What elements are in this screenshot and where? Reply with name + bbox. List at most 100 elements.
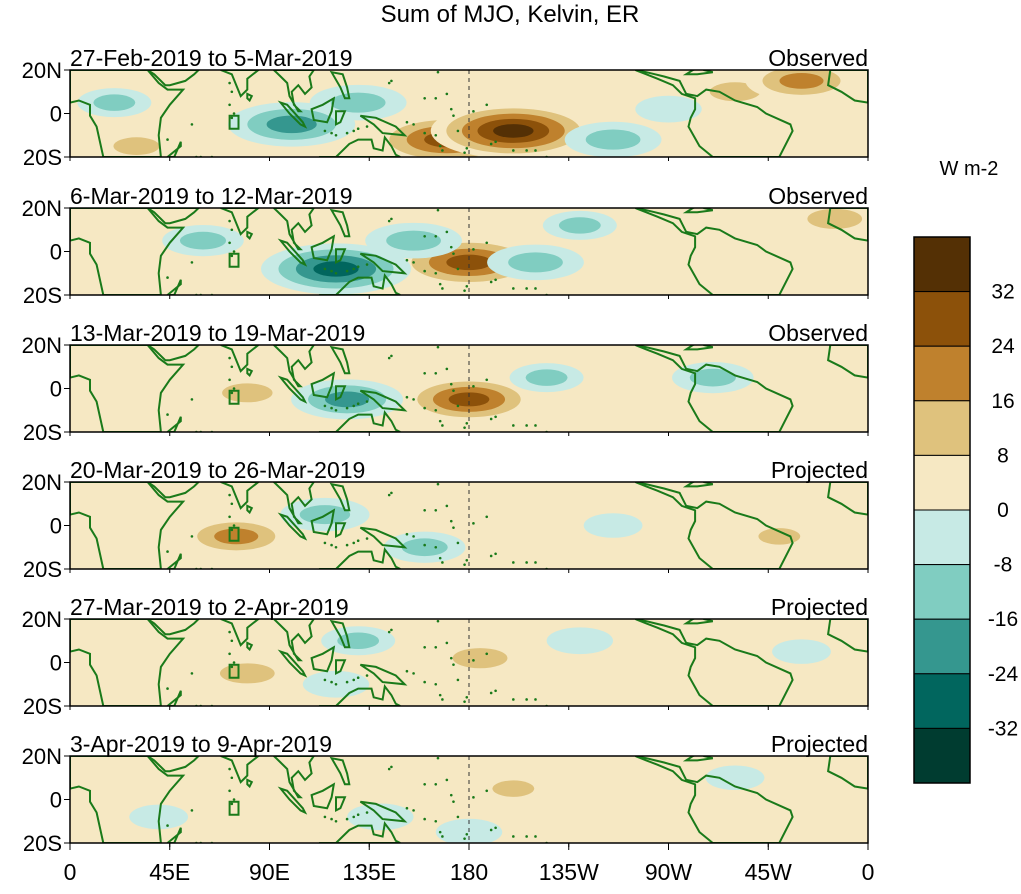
land-outline (277, 375, 308, 404)
land-outline (634, 208, 794, 295)
land-outline (272, 208, 316, 251)
island-dot (352, 267, 356, 271)
y-tick-label: 20S (23, 145, 62, 170)
panel-date-range: 27-Mar-2019 to 2-Apr-2019 (70, 594, 349, 620)
island-dot (330, 817, 333, 821)
island-dot (230, 639, 234, 643)
land-outline (827, 70, 868, 104)
island-dot (405, 258, 409, 262)
island-dot (465, 422, 469, 425)
island-dot (525, 424, 528, 427)
land-outline (359, 663, 408, 686)
land-outline (272, 70, 316, 113)
island-dot (423, 234, 426, 238)
anomaly-contour (266, 115, 317, 134)
land-outline (318, 272, 401, 295)
island-dot (445, 92, 449, 96)
island-dot (228, 81, 231, 85)
island-dot (405, 395, 409, 399)
island-dot (323, 129, 327, 133)
island-dot (485, 241, 489, 245)
land-outline (318, 409, 401, 432)
land-outline (272, 482, 316, 525)
island-dot (423, 508, 426, 512)
colorbar-tick-label: 24 (991, 335, 1015, 358)
island-dot (232, 661, 236, 664)
island-dot (456, 267, 460, 271)
island-dot (449, 107, 453, 111)
land-outline (272, 619, 316, 662)
island-dot (512, 698, 515, 701)
island-dot (330, 269, 333, 273)
island-dot (334, 819, 338, 823)
island-dot (525, 698, 528, 701)
island-dot (463, 837, 466, 840)
island-dot (472, 796, 475, 799)
island-dot (534, 835, 537, 838)
land-outline (318, 134, 401, 157)
chart-title: Sum of MJO, Kelvin, ER (381, 1, 640, 28)
island-dot (423, 543, 426, 547)
island-dot (472, 659, 475, 662)
x-tick-label: 45W (745, 859, 793, 885)
land-outline (827, 482, 868, 516)
island-dot (525, 149, 528, 152)
land-outline (827, 208, 868, 242)
land-outline (165, 827, 182, 843)
land-outline (220, 70, 261, 98)
island-dot (166, 276, 169, 279)
island-dot (472, 522, 475, 525)
x-tick-label: 90W (645, 859, 693, 885)
island-dot (441, 698, 444, 701)
x-tick-label: 0 (64, 859, 77, 885)
colorbar-title: W m-2 (940, 158, 999, 180)
island-dot (387, 767, 391, 771)
anomaly-contour (635, 95, 702, 123)
island-dot (352, 404, 356, 408)
island-dot (230, 365, 234, 369)
x-tick-label: 135E (342, 859, 396, 885)
anomaly-contour (448, 392, 490, 407)
island-dot (436, 345, 440, 349)
island-dot (365, 125, 369, 128)
land-outline (335, 248, 347, 265)
land-outline (359, 114, 408, 137)
island-dot (352, 129, 356, 133)
land-outline (70, 70, 186, 157)
colorbar-tick-label: 16 (991, 390, 1014, 413)
colorbar-tick-label: -8 (994, 554, 1013, 577)
anomaly-contour (705, 765, 765, 791)
anomaly-contour (81, 490, 148, 518)
land-outline (165, 279, 182, 295)
colorbar: W m-2 32 24 16 8 0 -8 -16 -24 -32 (913, 158, 1018, 784)
island-dot (463, 151, 466, 154)
island-dot (438, 144, 442, 148)
colorbar-tick-label: 32 (991, 281, 1014, 304)
island-dot (489, 142, 493, 146)
land-outline (329, 482, 351, 512)
colorbar-tick-label: -32 (988, 717, 1018, 740)
island-dot (345, 817, 349, 821)
land-outline (165, 141, 182, 157)
y-tick-label: 20S (23, 420, 62, 445)
island-dot (436, 482, 440, 486)
island-dot (228, 767, 231, 771)
island-dot (230, 116, 234, 120)
island-dot (525, 835, 528, 838)
island-dot (423, 131, 426, 135)
land-outline (246, 92, 254, 103)
land-outline (277, 100, 308, 129)
panel-status: Observed (768, 183, 868, 209)
island-dot (456, 541, 460, 545)
panel-sixth: 20N 0 20S 3-Apr-2019 to 9-Apr-2019 Projected (22, 731, 869, 856)
y-tick-label: 20S (23, 694, 62, 719)
anomaly-contour (446, 254, 492, 271)
land-outline (220, 756, 261, 784)
island-dot (352, 815, 356, 819)
island-dot (485, 515, 489, 519)
land-outline (827, 619, 868, 653)
land-outline (220, 345, 261, 373)
island-dot (352, 541, 356, 545)
island-dot (465, 696, 469, 699)
